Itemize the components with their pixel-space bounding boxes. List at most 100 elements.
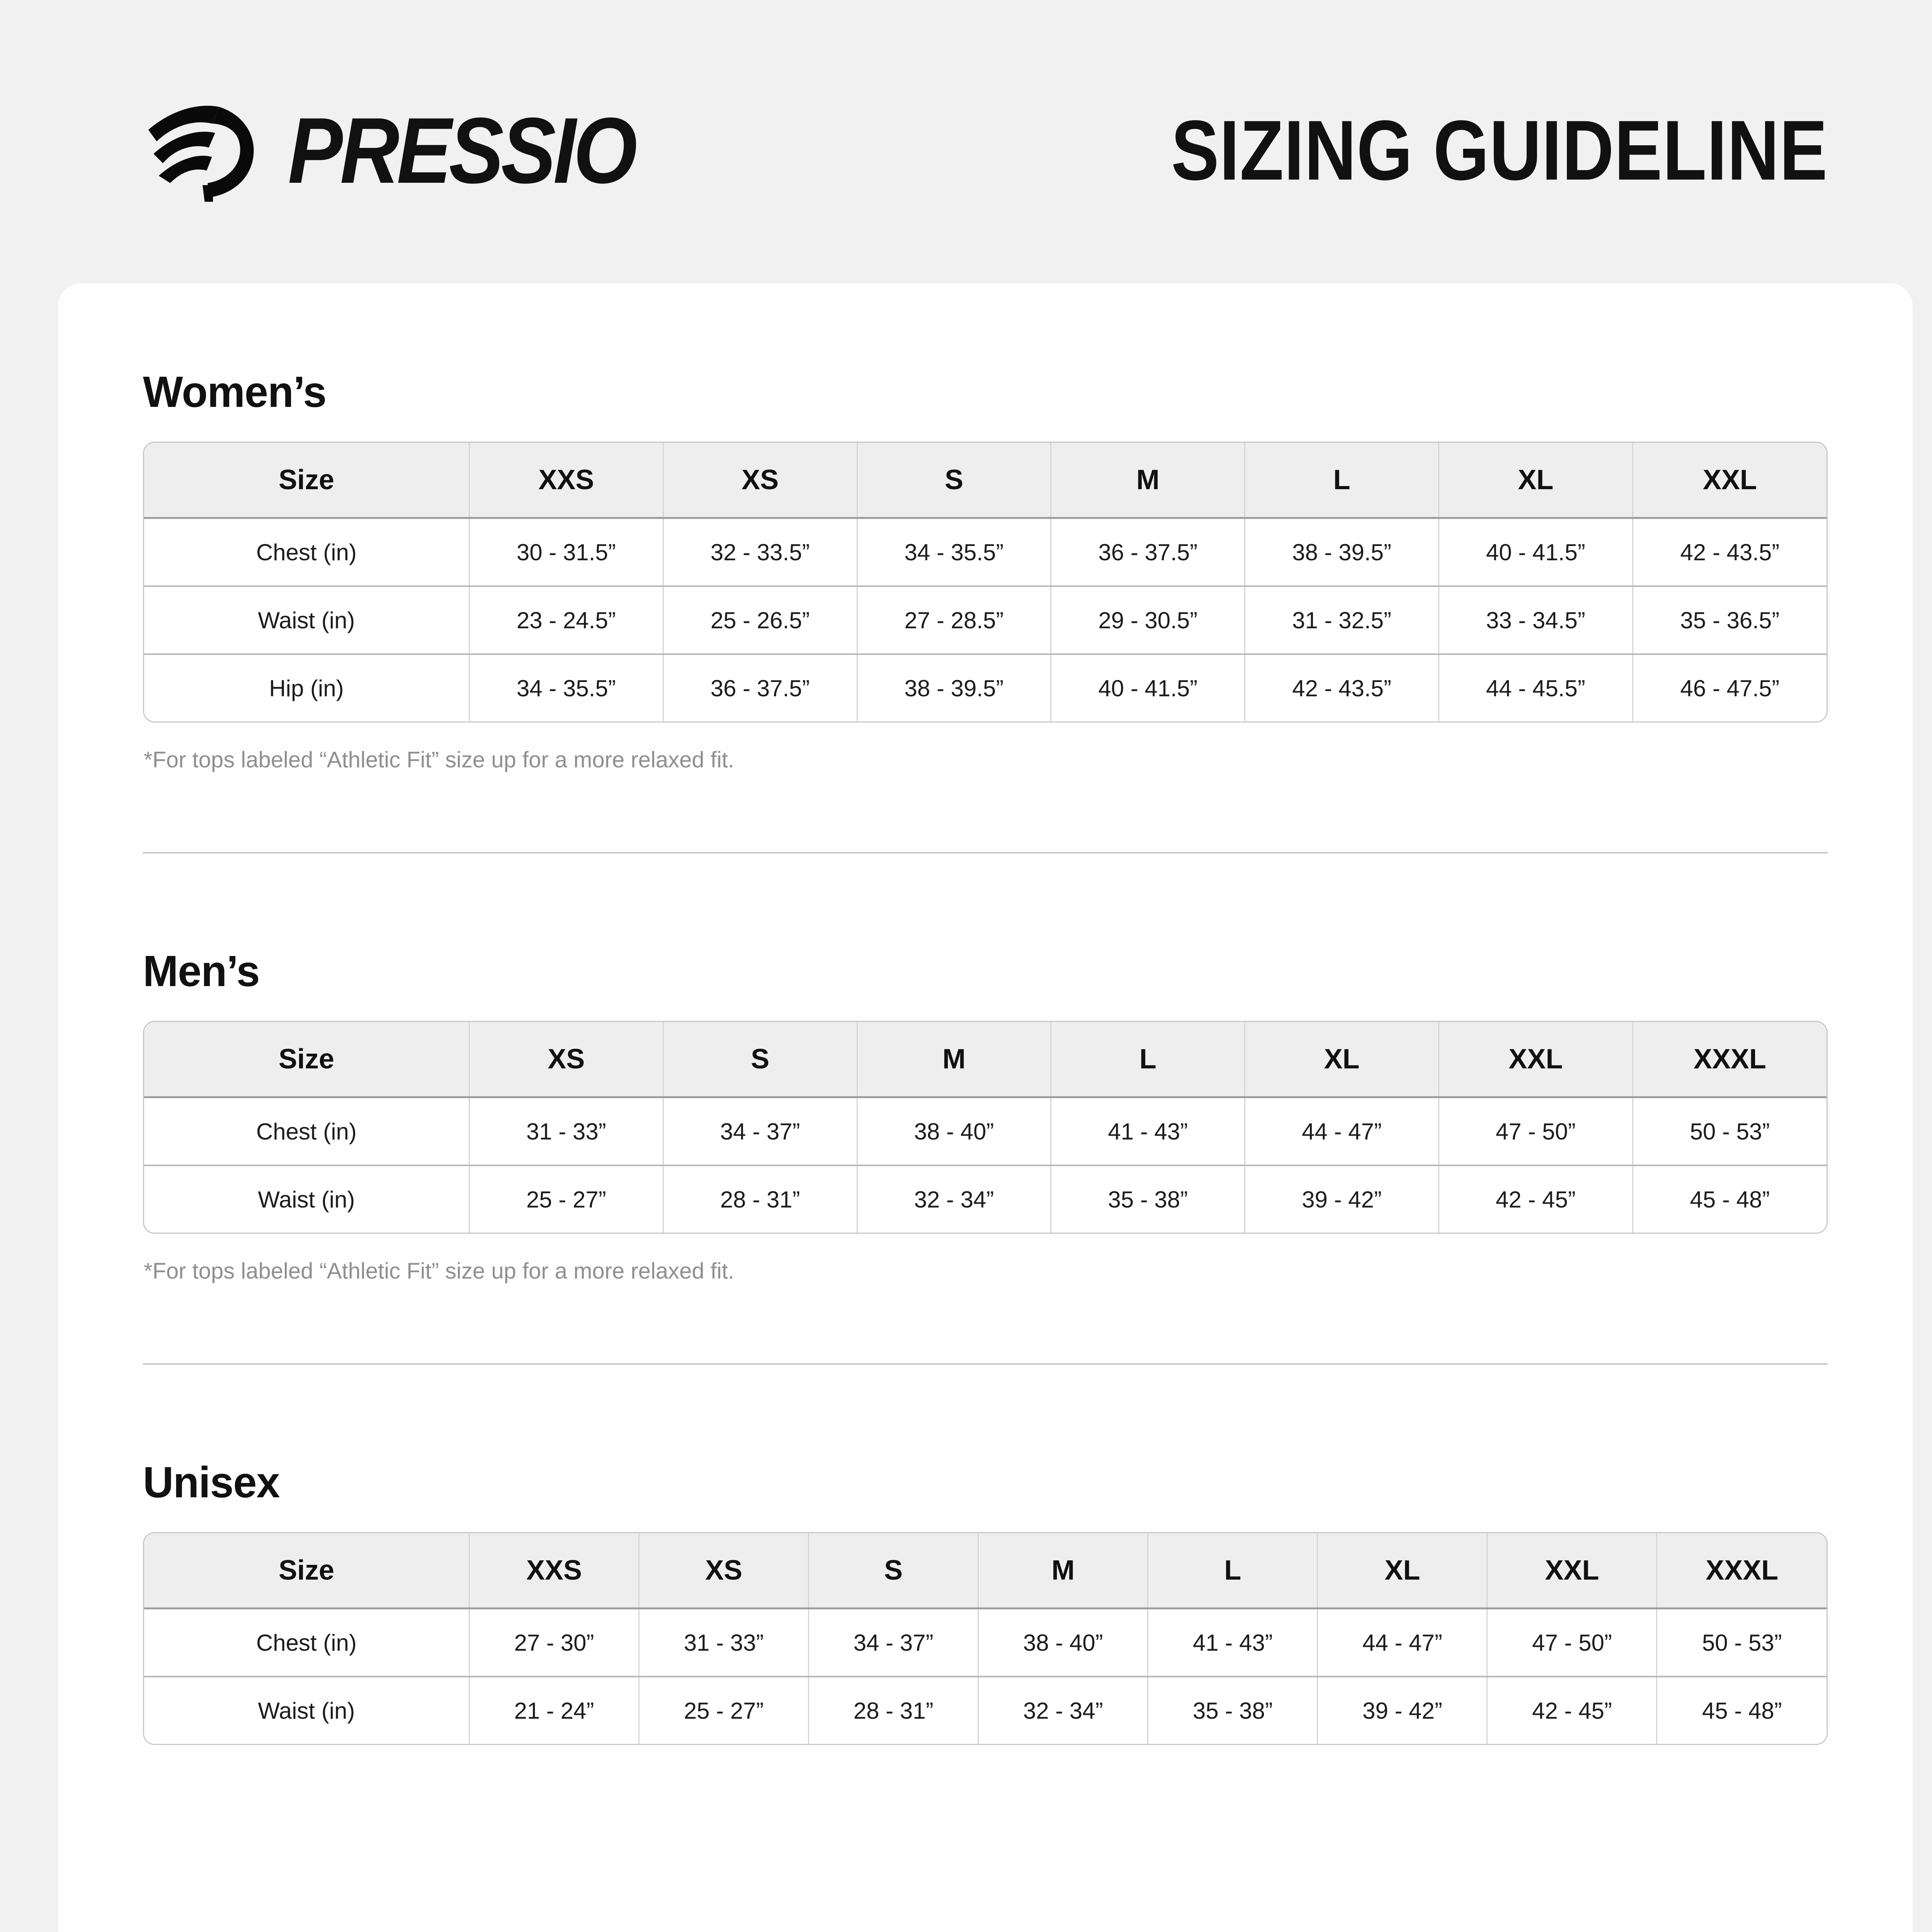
column-header-s: S [662,1022,857,1098]
size-value-cell: 35 - 38” [1050,1165,1245,1233]
size-value-cell: 41 - 43” [1050,1097,1245,1165]
column-header-size: Size [144,1533,469,1609]
size-value-cell: 25 - 27” [469,1165,663,1233]
size-value-cell: 23 - 24.5” [469,585,663,654]
size-value-cell: 39 - 42” [1244,1165,1439,1233]
size-value-cell: 38 - 40” [856,1097,1051,1165]
section-mens: Men’s Size XS S M L XL XXL XXXL Chest (in) 31 - … [143,949,1828,1284]
section-heading-womens: Women’s [143,367,327,416]
column-header-xxl: XXL [1632,443,1827,519]
size-value-cell: 41 - 43” [1147,1608,1318,1677]
column-header-s: S [808,1533,978,1609]
column-header-xxs: XXS [469,443,663,519]
column-header-m: M [978,1533,1148,1609]
section-heading-mens: Men’s [143,947,260,995]
table-row: Chest (in) 31 - 33” 34 - 37” 38 - 40” 41 - 4… [144,1097,1827,1165]
column-header-l: L [1147,1533,1318,1609]
size-value-cell: 46 - 47.5” [1632,653,1827,721]
column-header-xxxl: XXXL [1632,1022,1827,1098]
column-header-xxl: XXL [1486,1533,1657,1609]
page-header: PRESSIO SIZING GUIDELINE [143,93,1828,209]
table-row: Waist (in) 25 - 27” 28 - 31” 32 - 34” 35 - 3… [144,1165,1827,1233]
size-value-cell: 35 - 38” [1147,1676,1318,1744]
page-title: SIZING GUIDELINE [1171,103,1828,198]
size-value-cell: 28 - 31” [808,1676,978,1744]
unisex-size-table-wrap: Size XXS XS S M L XL XXL XXXL Chest (in) 27 - 30”… [143,1532,1828,1745]
table-header-row: Size XS S M L XL XXL XXXL [144,1022,1827,1098]
column-header-size: Size [144,443,469,519]
size-value-cell: 44 - 47” [1244,1097,1439,1165]
size-value-cell: 31 - 33” [469,1097,663,1165]
size-value-cell: 25 - 26.5” [662,585,857,654]
size-value-cell: 50 - 53” [1632,1097,1827,1165]
table-header-row: Size XXS XS S M L XL XXL [144,443,1827,519]
size-value-cell: 50 - 53” [1656,1608,1827,1677]
section-womens: Women’s Size XXS XS S M L XL XXL Chest (in) 30 -… [143,370,1828,773]
size-value-cell: 32 - 34” [856,1165,1051,1233]
size-value-cell: 45 - 48” [1656,1676,1827,1744]
mens-size-table: Size XS S M L XL XXL XXXL Chest (in) 31 - 33” 34 … [144,1022,1827,1233]
unisex-size-table: Size XXS XS S M L XL XXL XXXL Chest (in) 27 - 30”… [144,1533,1827,1744]
section-divider [143,1363,1828,1365]
column-header-xxs: XXS [468,1533,639,1609]
row-label: Chest (in) [144,1097,469,1165]
row-label: Chest (in) [144,1608,469,1677]
column-header-s: S [856,443,1051,519]
size-value-cell: 38 - 39.5” [856,653,1051,721]
row-label: Waist (in) [144,1676,469,1744]
size-value-cell: 39 - 42” [1317,1676,1487,1744]
size-value-cell: 34 - 37” [662,1097,857,1165]
size-value-cell: 38 - 39.5” [1244,518,1439,586]
size-value-cell: 44 - 45.5” [1438,653,1633,721]
section-unisex: Unisex Size XXS XS S M L XL XXL XXXL Chest (in) 2… [143,1461,1828,1745]
athletic-fit-note: *For tops labeled “Athletic Fit” size up… [144,747,734,772]
size-value-cell: 27 - 28.5” [856,585,1051,654]
size-value-cell: 42 - 45” [1486,1676,1657,1744]
size-value-cell: 21 - 24” [468,1676,639,1744]
size-value-cell: 47 - 50” [1486,1608,1657,1677]
column-header-xl: XL [1244,1022,1439,1098]
column-header-m: M [856,1022,1051,1098]
size-value-cell: 34 - 37” [808,1608,978,1677]
size-value-cell: 28 - 31” [662,1165,857,1233]
row-label: Waist (in) [144,585,469,654]
size-value-cell: 47 - 50” [1438,1097,1633,1165]
size-value-cell: 30 - 31.5” [469,518,663,586]
table-row: Chest (in) 27 - 30” 31 - 33” 34 - 37” 38 - 4… [144,1608,1827,1677]
table-row: Hip (in) 34 - 35.5” 36 - 37.5” 38 - 39.5” 40… [144,653,1827,721]
column-header-xs: XS [662,443,857,519]
column-header-xl: XL [1317,1533,1487,1609]
athletic-fit-note: *For tops labeled “Athletic Fit” size up… [144,1259,734,1284]
column-header-l: L [1050,1022,1245,1098]
size-value-cell: 27 - 30” [468,1608,639,1677]
table-row: Waist (in) 21 - 24” 25 - 27” 28 - 31” 32 - 3… [144,1676,1827,1744]
column-header-xs: XS [469,1022,663,1098]
section-divider [143,852,1828,854]
brand-logo: PRESSIO [143,99,682,203]
size-value-cell: 34 - 35.5” [856,518,1051,586]
size-value-cell: 35 - 36.5” [1632,585,1827,654]
size-value-cell: 29 - 30.5” [1050,585,1245,654]
table-row: Waist (in) 23 - 24.5” 25 - 26.5” 27 - 28.5”… [144,585,1827,654]
column-header-xxl: XXL [1438,1022,1633,1098]
size-value-cell: 25 - 27” [638,1676,809,1744]
size-value-cell: 40 - 41.5” [1438,518,1633,586]
section-heading-unisex: Unisex [143,1458,280,1507]
row-label: Waist (in) [144,1165,469,1233]
size-value-cell: 36 - 37.5” [1050,518,1245,586]
row-label: Hip (in) [144,653,469,721]
size-value-cell: 31 - 32.5” [1244,585,1439,654]
size-value-cell: 40 - 41.5” [1050,653,1245,721]
size-value-cell: 36 - 37.5” [662,653,857,721]
pressio-wing-icon [148,105,254,202]
table-row: Chest (in) 30 - 31.5” 32 - 33.5” 34 - 35.5”… [144,518,1827,586]
column-header-size: Size [144,1022,469,1098]
size-value-cell: 33 - 34.5” [1438,585,1633,654]
row-label: Chest (in) [144,518,469,586]
womens-size-table: Size XXS XS S M L XL XXL Chest (in) 30 - 31.5” 32… [144,443,1827,721]
column-header-xl: XL [1438,443,1633,519]
size-value-cell: 42 - 43.5” [1632,518,1827,586]
size-value-cell: 44 - 47” [1317,1608,1487,1677]
size-value-cell: 45 - 48” [1632,1165,1827,1233]
size-value-cell: 38 - 40” [978,1608,1148,1677]
